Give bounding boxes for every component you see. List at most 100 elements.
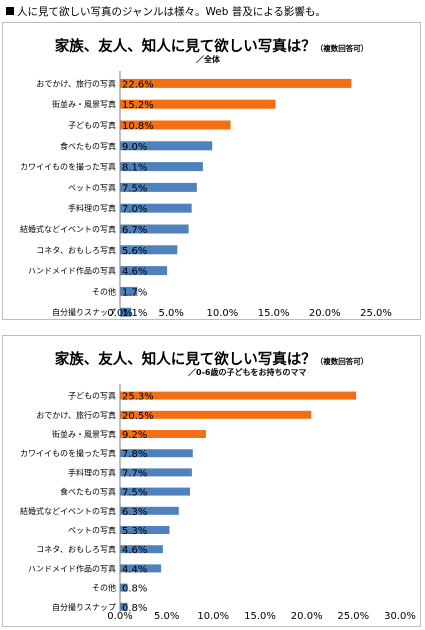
category-label: コネタ、おもしろ写真 (36, 245, 116, 255)
chart-subtitle: ／0-6歳の子どもをお持ちのママ (188, 368, 307, 377)
bar (120, 410, 312, 419)
value-label: 7.5% (122, 488, 147, 499)
value-label: 7.7% (122, 468, 147, 479)
page-header: 人に見て欲しい写真のジャンルは様々。Web 普及による影響も。 (6, 3, 326, 19)
bar (120, 286, 138, 296)
chart-title-note: （複数回答可） (315, 44, 369, 53)
x-tick-label: 20.0% (309, 308, 341, 319)
bar (120, 162, 203, 172)
value-label: 4.4% (122, 564, 147, 575)
category-label: 自分撮りスナップ (52, 307, 116, 317)
value-label: 10.8% (122, 121, 154, 132)
x-tick-label: 10.0% (197, 611, 229, 622)
category-label: カワイイものを撮った写真 (20, 448, 116, 458)
x-tick-label: 30.0% (384, 611, 416, 622)
bar (120, 487, 190, 496)
value-label: 4.6% (122, 545, 147, 556)
bar (120, 602, 128, 611)
value-label: 7.0% (122, 204, 147, 215)
category-label: カワイイものを撮った写真 (20, 162, 116, 172)
bar (120, 120, 231, 130)
value-label: 22.6% (122, 79, 154, 90)
category-label: 子どもの写真 (68, 120, 116, 130)
bar (120, 545, 163, 554)
chart-title-main: 家族、友人、知人に見て欲しい写真は？ (54, 352, 316, 368)
bar (120, 224, 189, 234)
category-label: おでかけ、旅行の写真 (36, 78, 116, 88)
value-label: 4.6% (122, 267, 147, 278)
bar (120, 468, 192, 477)
category-label: 手料理の写真 (68, 203, 116, 213)
value-label: 5.3% (122, 526, 147, 537)
value-label: 0.8% (122, 584, 147, 595)
bar (120, 141, 213, 151)
value-label: 9.2% (122, 430, 147, 441)
category-label: ハンドメイド作品の写真 (28, 563, 116, 573)
x-tick-label: 20.0% (291, 611, 323, 622)
value-label: 7.8% (122, 449, 147, 460)
value-label: 8.1% (122, 163, 147, 174)
x-tick-label: 10.0% (207, 308, 239, 319)
value-label: 9.0% (122, 142, 147, 153)
bar (120, 182, 197, 192)
category-label: 自分撮りスナップ (52, 602, 116, 612)
bar (120, 266, 168, 276)
category-label: ハンドメイド作品の写真 (28, 266, 116, 276)
value-label: 1.1% (122, 308, 147, 319)
square-bullet-icon (6, 7, 14, 15)
x-tick-label: 0.0% (107, 611, 132, 622)
chart-title: 家族、友人、知人に見て欲しい写真は？（複数回答可） (3, 35, 420, 56)
category-label: その他 (92, 583, 116, 593)
bar (120, 203, 192, 213)
value-label: 7.5% (122, 183, 147, 194)
x-tick-label: 5.0% (154, 611, 179, 622)
bar (120, 430, 206, 438)
bar (120, 506, 179, 515)
value-label: 0.8% (122, 603, 147, 614)
value-label: 6.7% (122, 225, 147, 236)
bars (120, 78, 352, 317)
category-label: ペットの写真 (68, 525, 116, 535)
category-label: コネタ、おもしろ写真 (36, 544, 116, 554)
x-tick-label: 15.0% (244, 611, 276, 622)
category-label: 街並み・風景写真 (52, 429, 116, 439)
x-tick-label: 0.0% (107, 308, 132, 319)
x-tick-label: 25.0% (360, 308, 392, 319)
bars (120, 391, 357, 611)
bar-chart-mothers: 子どもの写真 25.3% おでかけ、旅行の写真 20.5% 街並み・風景写真 9.2% カワ… (20, 384, 416, 622)
category-label: 食べたもの写真 (60, 487, 116, 497)
category-label: その他 (92, 286, 116, 296)
bar (120, 99, 276, 109)
bar (120, 245, 178, 255)
category-label: おでかけ、旅行の写真 (36, 410, 116, 420)
category-label: 手料理の写真 (68, 467, 116, 477)
chart-panel-overall: 家族、友人、知人に見て欲しい写真は？（複数回答可） ／全体 おでかけ、旅行の写真… (2, 22, 421, 320)
value-label: 15.2% (122, 100, 154, 111)
bar-chart-overall: おでかけ、旅行の写真 22.6% 街並み・風景写真 15.2% 子どもの写真 10.8% 食… (20, 71, 392, 319)
x-tick-label: 5.0% (158, 308, 183, 319)
page-header-text: 人に見て欲しい写真のジャンルは様々。Web 普及による影響も。 (17, 5, 326, 18)
bar (120, 583, 128, 592)
category-label: 食べたもの写真 (60, 141, 116, 151)
category-label: 結婚式などイベントの写真 (20, 506, 116, 516)
chart-panel-mothers: 家族、友人、知人に見て欲しい写真は？（複数回答可） ／0-6歳の子どもをお持ちの… (2, 335, 421, 627)
bar (120, 391, 357, 400)
chart-title: 家族、友人、知人に見て欲しい写真は？（複数回答可） (3, 348, 420, 369)
chart-title-main: 家族、友人、知人に見て欲しい写真は？ (54, 39, 316, 55)
bar (120, 78, 352, 88)
value-label: 6.3% (122, 507, 147, 518)
value-label: 1.7% (122, 287, 147, 298)
x-tick-label: 15.0% (258, 308, 290, 319)
category-label: 子どもの写真 (68, 391, 116, 401)
bar (120, 526, 170, 534)
value-label: 25.3% (122, 392, 154, 403)
chart-title-note: （複数回答可） (315, 357, 369, 366)
bar (120, 564, 162, 573)
value-label: 5.6% (122, 246, 147, 257)
category-label: 街並み・風景写真 (52, 99, 116, 109)
category-label: 結婚式などイベントの写真 (20, 224, 116, 234)
category-label: ペットの写真 (68, 182, 116, 192)
bar (120, 307, 132, 317)
chart-subtitle: ／全体 (196, 55, 220, 64)
bar (120, 449, 193, 458)
